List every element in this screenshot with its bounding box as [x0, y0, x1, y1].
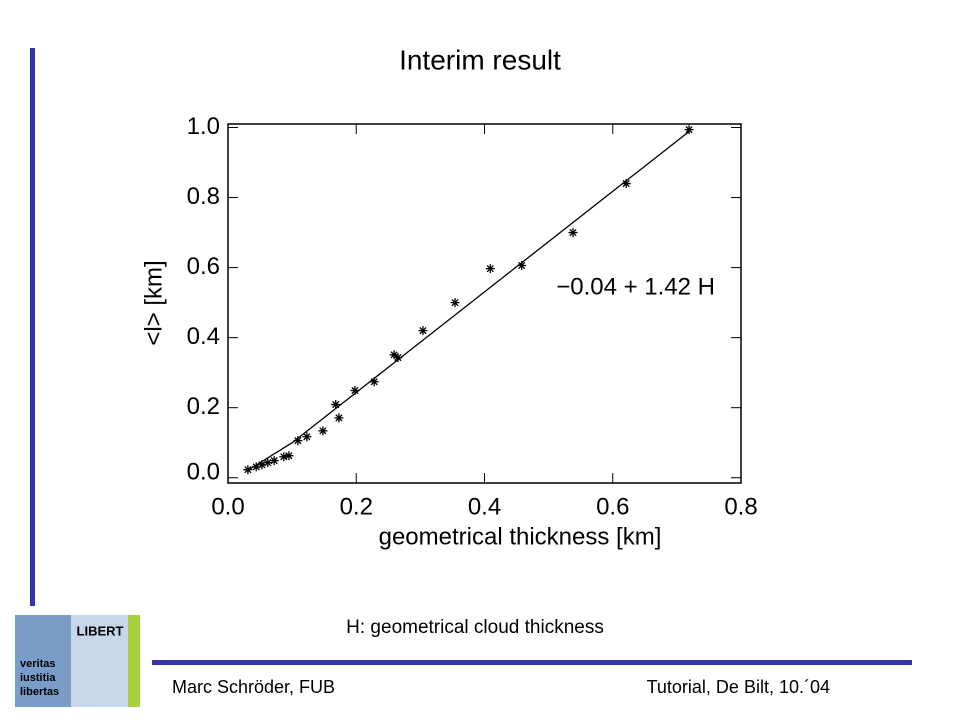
point [369, 377, 379, 387]
footer-right: Tutorial, De Bilt, 10.´04 [647, 677, 830, 697]
logo-left [15, 615, 71, 707]
y-tick-label: 0.4 [187, 323, 220, 350]
y-tick-label: 1.0 [187, 113, 220, 140]
x-axis-label: geometrical thickness [km] [379, 523, 662, 550]
caption: H: geometrical cloud thickness [346, 617, 604, 638]
point [318, 426, 328, 436]
point [243, 465, 253, 475]
logo-banner: LIBERT [77, 623, 124, 638]
y-tick-label: 0.8 [187, 183, 220, 210]
footer-left: Marc Schröder, FUB [172, 677, 335, 697]
point [251, 462, 261, 472]
logo-motto: iustitia [20, 672, 56, 684]
point [450, 298, 460, 308]
x-tick-label: 0.2 [340, 493, 373, 520]
logo-motto: veritas [20, 658, 55, 670]
point [302, 432, 312, 442]
slide-title: Interim result [399, 44, 561, 75]
fit-line [246, 130, 691, 472]
x-tick-label: 0.4 [468, 493, 501, 520]
point [684, 125, 694, 135]
point [350, 386, 360, 396]
point [568, 228, 578, 238]
point [517, 260, 527, 270]
left-bar [30, 48, 35, 606]
point [331, 400, 341, 410]
point [621, 179, 631, 189]
fit-annotation: −0.04 + 1.42 H [556, 273, 715, 300]
x-tick-label: 0.0 [211, 493, 244, 520]
y-axis-label: <l> [km] [140, 260, 167, 345]
y-tick-label: 0.6 [187, 253, 220, 280]
logo-stripe [128, 615, 140, 707]
point [257, 460, 267, 470]
point [284, 451, 294, 461]
logo-right [71, 615, 129, 707]
point [263, 458, 273, 468]
y-tick-label: 0.0 [187, 458, 220, 485]
logo: LIBERT veritas iustitia libertas [15, 615, 140, 707]
point [269, 456, 279, 466]
bottom-bar [152, 660, 912, 665]
point [334, 413, 344, 423]
y-tick-label: 0.2 [187, 393, 220, 420]
x-tick-label: 0.8 [724, 493, 757, 520]
plot-frame [227, 123, 742, 484]
point [293, 436, 303, 446]
point [393, 353, 403, 363]
logo-motto: libertas [20, 686, 59, 698]
x-tick-label: 0.6 [596, 493, 629, 520]
point [389, 350, 399, 360]
point [418, 326, 428, 336]
point [279, 452, 289, 462]
point [485, 264, 495, 274]
